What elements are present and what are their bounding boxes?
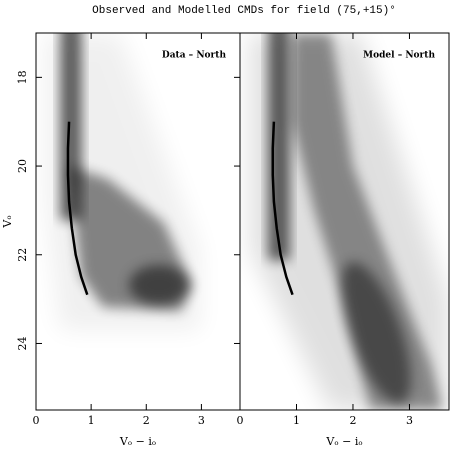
fiducial-line: [66, 121, 89, 296]
x-tick-label: 2: [349, 414, 356, 427]
x-tick-label: 0: [33, 414, 40, 427]
y-axis-label: Vₒ: [1, 215, 14, 228]
x-tick-label: 3: [198, 414, 205, 427]
density-left: [45, 33, 200, 330]
y-tick-label: 18: [16, 70, 29, 84]
x-tick-label: 3: [406, 414, 413, 427]
x-tick-label: 1: [293, 414, 300, 427]
density-right: [250, 33, 449, 410]
x-tick-label: 1: [88, 414, 95, 427]
x-axis-label: Vₒ − iₒ: [325, 435, 362, 448]
panel-label: Model – North: [363, 51, 435, 61]
x-tick-label: 2: [143, 414, 150, 427]
y-tick-label: 24: [16, 336, 29, 350]
x-tick-label: 0: [237, 414, 244, 427]
x-axis-label: Vₒ − iₒ: [119, 435, 156, 448]
y-tick-label: 22: [16, 248, 29, 262]
panel-label: Data – North: [162, 51, 227, 61]
fiducial-line: [271, 121, 294, 296]
y-tick-label: 20: [16, 159, 29, 173]
panel-frame: [239, 32, 450, 411]
figure-title: Observed and Modelled CMDs for field (75…: [92, 5, 396, 17]
